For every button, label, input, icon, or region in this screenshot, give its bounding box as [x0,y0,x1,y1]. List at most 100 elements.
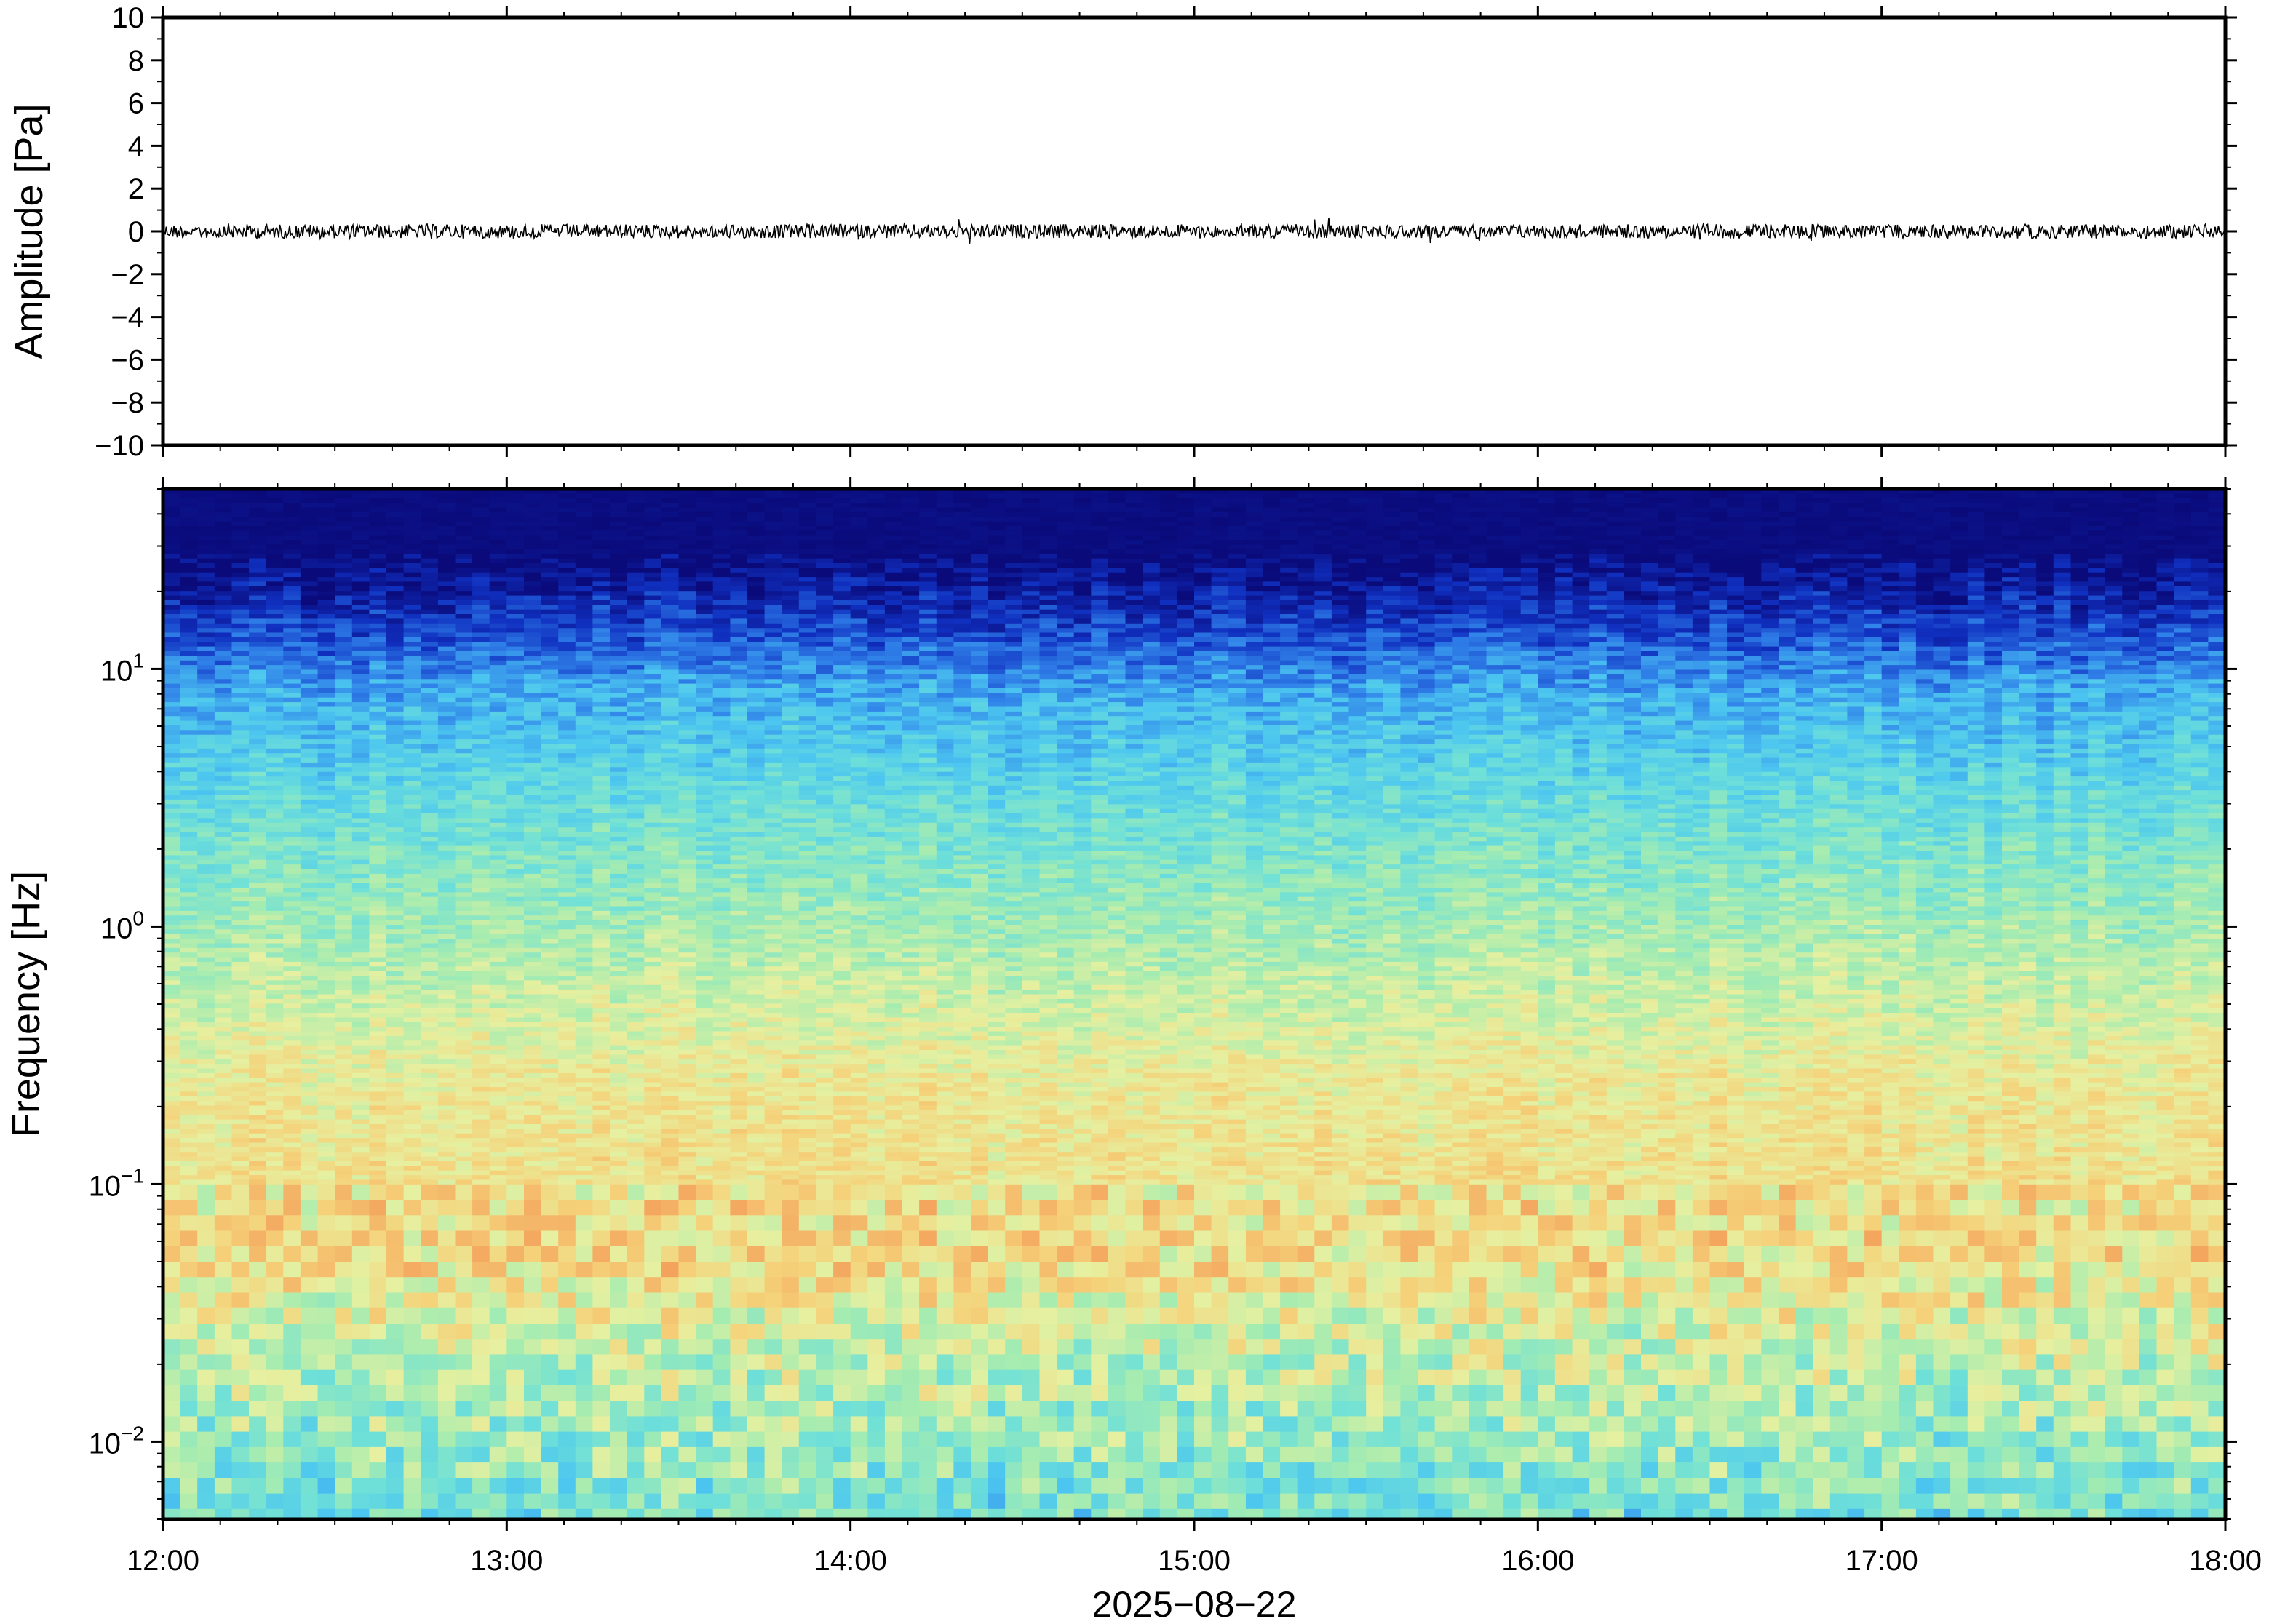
y-tick-label: 6 [128,88,144,120]
spectrogram-cell [627,656,645,661]
spectrogram-cell [472,1152,490,1158]
spectrogram-cell [300,1040,319,1046]
spectrogram-cell [541,581,559,587]
spectrogram-cell [317,1059,335,1064]
spectrogram-cell [369,660,387,666]
spectrogram-cell [524,605,542,610]
spectrogram-cell [575,892,594,898]
spectrogram-cell [300,1184,319,1201]
spectrogram-cell [489,961,508,968]
spectrogram-cell [180,1166,198,1171]
spectrogram-cell [421,1110,439,1115]
spectrogram-cell [300,1096,319,1102]
spectrogram-cell [627,618,645,624]
spectrogram-cell [300,535,319,541]
spectrogram-cell [266,925,285,931]
spectrogram-cell [489,503,508,509]
spectrogram-cell [575,925,594,931]
spectrogram-cell [335,646,353,652]
spectrogram-cell [249,558,267,564]
spectrogram-cell [197,517,215,522]
spectrogram-cell [197,762,215,768]
spectrogram-cell [558,762,576,768]
spectrogram-cell [300,1013,319,1019]
spectrogram-cell [317,1200,335,1216]
spectrogram-cell [249,859,267,865]
spectrogram-cell [437,757,456,763]
spectrogram-cell [317,656,335,661]
spectrogram-cell [610,920,628,926]
spectrogram-cell [351,1119,370,1125]
spectrogram-cell [163,549,181,554]
spectrogram-cell [317,1246,335,1262]
spectrogram-cell [421,632,439,638]
spectrogram-cell [197,660,215,666]
spectrogram-cell [506,1110,525,1115]
spectrogram-cell [266,651,285,657]
spectrogram-cell [592,892,611,898]
spectrogram-cell [575,1385,594,1401]
spectrogram-cell [386,1105,405,1111]
spectrogram-cell [351,683,370,689]
spectrogram-cell [472,910,490,917]
spectrogram-cell [197,1230,215,1247]
spectrogram-cell [472,785,490,791]
spectrogram-cell [506,896,525,902]
spectrogram-cell [351,600,370,606]
spectrogram-cell [283,998,301,1005]
spectrogram-cell [455,966,473,972]
spectrogram-cell [249,595,267,601]
spectrogram-cell [214,998,233,1005]
spectrogram-cell [317,1385,335,1401]
spectrogram-cell [197,1027,215,1032]
spectrogram-cell [558,744,576,749]
spectrogram-cell [592,920,611,926]
spectrogram-cell [317,1339,335,1356]
spectrogram-cell [455,586,473,592]
spectrogram-cell [403,771,421,777]
spectrogram-cell [214,915,233,921]
spectrogram-cell [610,961,628,968]
spectrogram-cell [437,1230,456,1247]
spectrogram-cell [317,1110,335,1115]
spectrogram-cell [506,1478,525,1494]
spectrogram-cell [437,818,456,824]
spectrogram-cell [335,1008,353,1014]
spectrogram-cell [266,1230,285,1247]
spectrogram-cell [506,609,525,615]
spectrogram-cell [351,1431,370,1448]
spectrogram-cell [266,493,285,499]
spectrogram-cell [610,771,628,777]
spectrogram-cell [524,1156,542,1162]
spectrogram-cell [386,507,405,513]
spectrogram-cell [180,642,198,648]
spectrogram-cell [317,1027,335,1032]
spectrogram-cell [421,952,439,958]
spectrogram-cell [197,1017,215,1023]
spectrogram-cell [472,929,490,935]
spectrogram-cell [472,540,490,546]
spectrogram-cell [163,730,181,736]
spectrogram-cell [231,586,250,592]
spectrogram-cell [610,1064,628,1070]
spectrogram-cell [558,757,576,763]
spectrogram-cell [266,976,285,982]
spectrogram-cell [575,1152,594,1158]
spectrogram-cell [180,1230,198,1247]
spectrogram-cell [335,660,353,666]
spectrogram-cell [592,1161,611,1167]
spectrogram-cell [369,1292,387,1309]
spectrogram-cell [403,896,421,902]
spectrogram-cell [266,697,285,703]
spectrogram-cell [180,1082,198,1088]
spectrogram-cell [351,980,370,986]
spectrogram-cell [300,859,319,865]
spectrogram-cell [180,795,198,800]
spectrogram-cell [163,1017,181,1023]
spectrogram-cell [558,711,576,717]
spectrogram-cell [575,1105,594,1111]
spectrogram-cell [403,1040,421,1046]
spectrogram-cell [231,939,250,944]
spectrogram-cell [369,665,387,671]
spectrogram-cell [180,572,198,578]
